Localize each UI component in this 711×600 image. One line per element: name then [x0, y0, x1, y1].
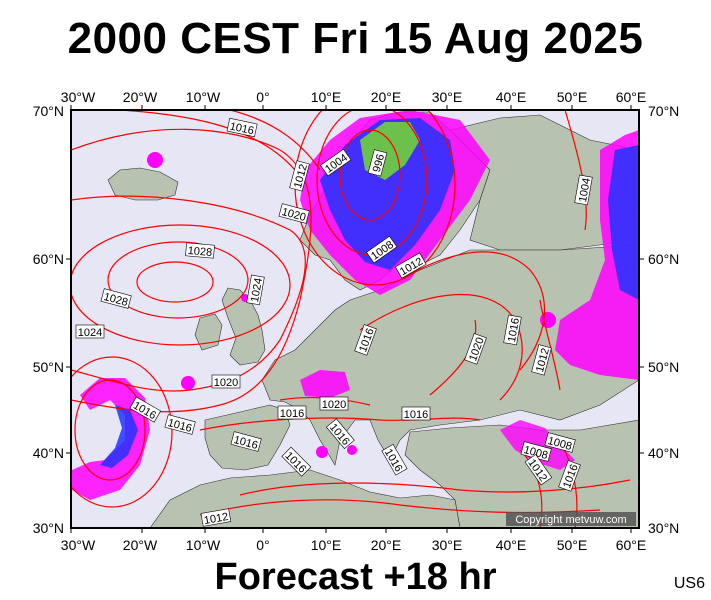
svg-text:1028: 1028	[187, 245, 212, 259]
rain-cell-2	[181, 376, 195, 390]
isobar-label: 1012	[200, 508, 232, 527]
right-axis-labels: 70°N 60°N 50°N 40°N 30°N	[648, 103, 679, 536]
top-lon-label: 40°E	[496, 89, 527, 105]
rain-cell-4	[316, 446, 328, 458]
bottom-lon-label: 30°W	[61, 537, 96, 553]
copyright-box	[506, 512, 636, 526]
svg-text:1016: 1016	[229, 121, 255, 138]
bottom-lon-label: 10°E	[311, 537, 342, 553]
bottom-lon-label: 0°	[256, 537, 269, 553]
rain-cell-5	[347, 445, 357, 455]
isobar-label: 1016	[401, 406, 431, 421]
top-lon-label: 30°W	[61, 89, 96, 105]
bottom-lon-label: 20°E	[371, 537, 402, 553]
isobar-1012-east	[399, 251, 545, 371]
bottom-lon-label: 40°E	[496, 537, 527, 553]
right-lat-label: 30°N	[648, 520, 679, 536]
isobar-high-1028-inner	[136, 261, 214, 303]
bottom-lon-label: 50°E	[557, 537, 588, 553]
bottom-lon-label: 60°E	[616, 537, 647, 553]
rain-alps	[300, 370, 350, 398]
isobar-1020-west	[71, 195, 306, 392]
rain-atlantic-low-blue	[100, 405, 138, 468]
isobar-label: 1024	[246, 274, 265, 306]
isobar-label: 1024	[75, 324, 105, 339]
isobar-label: 996	[367, 149, 388, 177]
svg-text:1012: 1012	[203, 511, 229, 527]
svg-text:996: 996	[371, 153, 387, 174]
bottom-axis-labels: 30°W 20°W 10°W 0° 10°E 20°E 30°E 40°E 50…	[61, 537, 646, 553]
left-lat-label: 40°N	[33, 445, 64, 461]
left-lat-label: 30°N	[33, 520, 64, 536]
svg-text:1020: 1020	[214, 377, 238, 389]
forecast-label: Forecast +18 hr	[214, 556, 497, 598]
svg-text:1004: 1004	[577, 177, 593, 203]
isobar-label: 1028	[185, 242, 215, 259]
top-lon-label: 0°	[256, 89, 269, 105]
isobar-label: 1016	[503, 314, 522, 346]
top-lon-label: 10°E	[311, 89, 342, 105]
map-frame	[70, 109, 640, 529]
bottom-lon-label: 30°E	[432, 537, 463, 553]
top-lon-label: 10°W	[186, 89, 221, 105]
isobar-1008-arc	[229, 110, 321, 171]
svg-text:1024: 1024	[78, 327, 102, 339]
isobar-label: 1020	[211, 374, 241, 389]
svg-text:1016: 1016	[404, 409, 428, 421]
rain-east-blue	[608, 145, 639, 300]
isobar-1016-west	[71, 128, 312, 413]
isobar-1012-far-east	[539, 299, 561, 391]
region-code: US6	[673, 575, 705, 592]
svg-text:1024: 1024	[249, 277, 265, 303]
isobar-1016-east	[359, 293, 523, 401]
right-lat-label: 60°N	[648, 251, 679, 267]
isobar-africa-1012	[239, 479, 631, 496]
isobar-1012-arc	[119, 110, 296, 171]
isobar-atlantic-low-1	[74, 379, 146, 481]
rain-scandinavia-blue	[320, 118, 455, 270]
right-lat-label: 50°N	[648, 359, 679, 375]
isobar-high-1024	[71, 224, 291, 346]
isobar-label: 1016	[226, 117, 258, 138]
isobar-med-1016	[199, 417, 481, 431]
svg-text:1016: 1016	[280, 408, 304, 420]
rain-cell-1	[147, 152, 163, 168]
top-lon-label: 20°E	[371, 89, 402, 105]
left-lat-label: 50°N	[33, 359, 64, 375]
svg-text:1016: 1016	[506, 317, 522, 343]
isobar-label: 1020	[319, 396, 349, 411]
land-ireland	[194, 313, 223, 351]
top-axis-labels: 30°W 20°W 10°W 0° 10°E 20°E 30°E 40°E 50…	[61, 89, 646, 105]
land-finland-russia-north	[449, 114, 639, 251]
land-iceland	[107, 167, 179, 201]
top-lon-label: 20°W	[123, 89, 158, 105]
right-lat-label: 40°N	[648, 445, 679, 461]
top-lon-label: 60°E	[616, 89, 647, 105]
top-lon-label: 50°E	[557, 89, 588, 105]
top-lon-label: 30°E	[432, 89, 463, 105]
isobar-high-1028	[107, 241, 249, 319]
land-anatolia-middle-east	[404, 419, 639, 528]
isobar-label: 1004	[574, 174, 593, 206]
isobar-atlantic-low-2	[71, 356, 173, 508]
right-lat-label: 70°N	[648, 103, 679, 119]
left-axis-labels: 70°N 60°N 50°N 40°N 30°N	[33, 103, 64, 536]
bottom-lon-label: 20°W	[123, 537, 158, 553]
map-title: 2000 CEST Fri 15 Aug 2025	[67, 14, 644, 63]
bottom-lon-label: 10°W	[186, 537, 221, 553]
isobar-label: 1016	[277, 405, 307, 420]
copyright-text: Copyright metvuw.com	[515, 514, 626, 526]
left-lat-label: 70°N	[33, 103, 64, 119]
left-lat-label: 60°N	[33, 251, 64, 267]
isobar-low-scandinavia-1	[339, 129, 401, 221]
tick-marks	[66, 105, 644, 533]
svg-text:1020: 1020	[322, 399, 346, 411]
